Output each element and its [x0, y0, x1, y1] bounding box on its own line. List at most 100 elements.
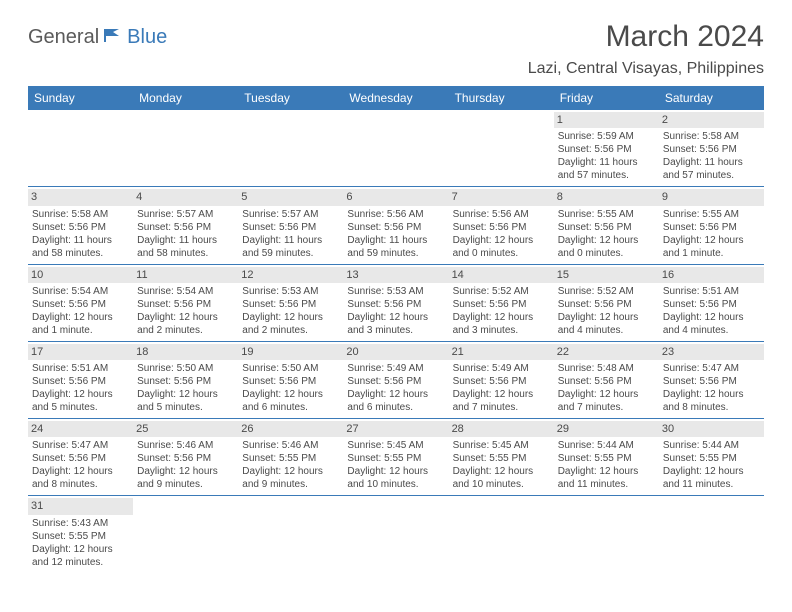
- daylight-text: and 3 minutes.: [453, 324, 550, 337]
- day-number: 23: [659, 344, 764, 360]
- day-number: 8: [554, 189, 659, 205]
- calendar-cell: 17Sunrise: 5:51 AMSunset: 5:56 PMDayligh…: [28, 341, 133, 418]
- sunset-text: Sunset: 5:56 PM: [663, 143, 760, 156]
- sunset-text: Sunset: 5:56 PM: [347, 375, 444, 388]
- sunset-text: Sunset: 5:55 PM: [663, 452, 760, 465]
- daylight-text: Daylight: 12 hours: [453, 311, 550, 324]
- calendar-cell: 11Sunrise: 5:54 AMSunset: 5:56 PMDayligh…: [133, 264, 238, 341]
- calendar-cell: [133, 496, 238, 573]
- daylight-text: and 3 minutes.: [347, 324, 444, 337]
- logo-text-blue: Blue: [127, 26, 167, 49]
- daylight-text: and 2 minutes.: [137, 324, 234, 337]
- sunrise-text: Sunrise: 5:43 AM: [32, 517, 129, 530]
- calendar-cell: 18Sunrise: 5:50 AMSunset: 5:56 PMDayligh…: [133, 341, 238, 418]
- calendar-cell: 10Sunrise: 5:54 AMSunset: 5:56 PMDayligh…: [28, 264, 133, 341]
- day-number: 4: [133, 189, 238, 205]
- sunrise-text: Sunrise: 5:49 AM: [347, 362, 444, 375]
- daylight-text: and 0 minutes.: [558, 247, 655, 260]
- daylight-text: and 59 minutes.: [347, 247, 444, 260]
- daylight-text: and 7 minutes.: [453, 401, 550, 414]
- daylight-text: Daylight: 11 hours: [32, 234, 129, 247]
- daylight-text: Daylight: 12 hours: [242, 311, 339, 324]
- day-header: Saturday: [659, 86, 764, 110]
- day-number: 11: [133, 267, 238, 283]
- daylight-text: Daylight: 12 hours: [663, 234, 760, 247]
- calendar-table: Sunday Monday Tuesday Wednesday Thursday…: [28, 86, 764, 573]
- day-number: 5: [238, 189, 343, 205]
- calendar-cell: 29Sunrise: 5:44 AMSunset: 5:55 PMDayligh…: [554, 419, 659, 496]
- calendar-cell: 5Sunrise: 5:57 AMSunset: 5:56 PMDaylight…: [238, 187, 343, 264]
- calendar-cell: 2Sunrise: 5:58 AMSunset: 5:56 PMDaylight…: [659, 110, 764, 187]
- daylight-text: Daylight: 12 hours: [453, 388, 550, 401]
- daylight-text: Daylight: 12 hours: [32, 388, 129, 401]
- daylight-text: and 58 minutes.: [137, 247, 234, 260]
- daylight-text: Daylight: 12 hours: [347, 311, 444, 324]
- sunset-text: Sunset: 5:56 PM: [242, 298, 339, 311]
- day-number: 27: [343, 421, 448, 437]
- daylight-text: Daylight: 12 hours: [32, 543, 129, 556]
- calendar-cell: 28Sunrise: 5:45 AMSunset: 5:55 PMDayligh…: [449, 419, 554, 496]
- sunrise-text: Sunrise: 5:56 AM: [453, 208, 550, 221]
- calendar-cell: [449, 496, 554, 573]
- sunset-text: Sunset: 5:56 PM: [663, 375, 760, 388]
- daylight-text: Daylight: 12 hours: [32, 311, 129, 324]
- day-header: Wednesday: [343, 86, 448, 110]
- sunrise-text: Sunrise: 5:56 AM: [347, 208, 444, 221]
- daylight-text: Daylight: 12 hours: [137, 311, 234, 324]
- day-number: 22: [554, 344, 659, 360]
- day-number: 29: [554, 421, 659, 437]
- sunset-text: Sunset: 5:56 PM: [558, 298, 655, 311]
- daylight-text: Daylight: 12 hours: [663, 465, 760, 478]
- daylight-text: and 4 minutes.: [663, 324, 760, 337]
- sunset-text: Sunset: 5:55 PM: [242, 452, 339, 465]
- daylight-text: and 1 minute.: [663, 247, 760, 260]
- calendar-cell: 1Sunrise: 5:59 AMSunset: 5:56 PMDaylight…: [554, 110, 659, 187]
- calendar-row: 31Sunrise: 5:43 AMSunset: 5:55 PMDayligh…: [28, 496, 764, 573]
- daylight-text: and 58 minutes.: [32, 247, 129, 260]
- sunrise-text: Sunrise: 5:45 AM: [347, 439, 444, 452]
- calendar-row: 24Sunrise: 5:47 AMSunset: 5:56 PMDayligh…: [28, 419, 764, 496]
- daylight-text: and 57 minutes.: [558, 169, 655, 182]
- daylight-text: and 9 minutes.: [242, 478, 339, 491]
- sunrise-text: Sunrise: 5:59 AM: [558, 130, 655, 143]
- sunrise-text: Sunrise: 5:51 AM: [32, 362, 129, 375]
- day-number: 30: [659, 421, 764, 437]
- daylight-text: Daylight: 12 hours: [558, 465, 655, 478]
- sunrise-text: Sunrise: 5:53 AM: [242, 285, 339, 298]
- calendar-cell: 22Sunrise: 5:48 AMSunset: 5:56 PMDayligh…: [554, 341, 659, 418]
- day-number: 13: [343, 267, 448, 283]
- sunrise-text: Sunrise: 5:47 AM: [32, 439, 129, 452]
- daylight-text: and 6 minutes.: [242, 401, 339, 414]
- sunset-text: Sunset: 5:55 PM: [347, 452, 444, 465]
- daylight-text: Daylight: 12 hours: [242, 388, 339, 401]
- day-number: 24: [28, 421, 133, 437]
- calendar-cell: 31Sunrise: 5:43 AMSunset: 5:55 PMDayligh…: [28, 496, 133, 573]
- sunset-text: Sunset: 5:56 PM: [32, 375, 129, 388]
- calendar-cell: [343, 496, 448, 573]
- day-header: Sunday: [28, 86, 133, 110]
- sunrise-text: Sunrise: 5:45 AM: [453, 439, 550, 452]
- calendar-cell: 9Sunrise: 5:55 AMSunset: 5:56 PMDaylight…: [659, 187, 764, 264]
- day-number: 31: [28, 498, 133, 514]
- header: General Blue March 2024 Lazi, Central Vi…: [28, 20, 764, 78]
- calendar-cell: 25Sunrise: 5:46 AMSunset: 5:56 PMDayligh…: [133, 419, 238, 496]
- daylight-text: Daylight: 12 hours: [347, 465, 444, 478]
- daylight-text: Daylight: 12 hours: [32, 465, 129, 478]
- daylight-text: Daylight: 12 hours: [242, 465, 339, 478]
- calendar-cell: [238, 110, 343, 187]
- day-number: 26: [238, 421, 343, 437]
- daylight-text: Daylight: 12 hours: [137, 465, 234, 478]
- daylight-text: and 9 minutes.: [137, 478, 234, 491]
- daylight-text: and 4 minutes.: [558, 324, 655, 337]
- daylight-text: and 8 minutes.: [663, 401, 760, 414]
- daylight-text: and 2 minutes.: [242, 324, 339, 337]
- sunset-text: Sunset: 5:56 PM: [137, 375, 234, 388]
- daylight-text: Daylight: 11 hours: [558, 156, 655, 169]
- sunrise-text: Sunrise: 5:55 AM: [558, 208, 655, 221]
- daylight-text: and 10 minutes.: [453, 478, 550, 491]
- daylight-text: Daylight: 12 hours: [558, 311, 655, 324]
- day-number: 21: [449, 344, 554, 360]
- sunset-text: Sunset: 5:56 PM: [663, 221, 760, 234]
- calendar-row: 10Sunrise: 5:54 AMSunset: 5:56 PMDayligh…: [28, 264, 764, 341]
- daylight-text: and 59 minutes.: [242, 247, 339, 260]
